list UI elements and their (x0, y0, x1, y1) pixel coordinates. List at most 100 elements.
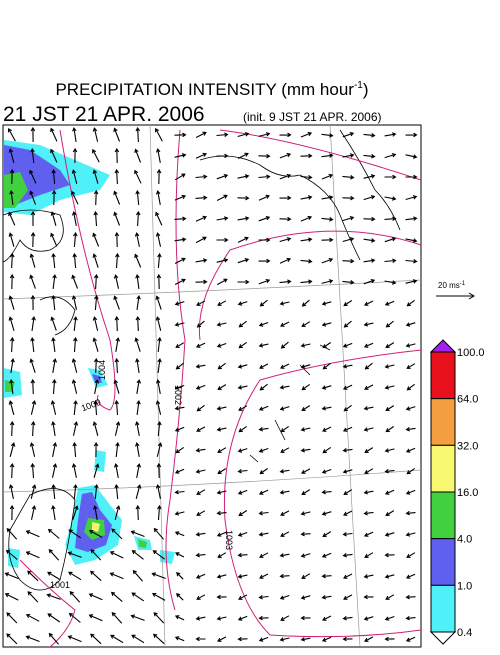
wind-arrow (155, 190, 161, 206)
wind-arrow (237, 615, 248, 621)
wind-arrow (152, 550, 165, 560)
wind-arrow (364, 636, 374, 642)
wind-arrow (157, 336, 162, 353)
wind-arrow (50, 148, 58, 163)
wind-arrow (111, 528, 123, 540)
wind-arrow (238, 320, 247, 328)
wind-arrow (157, 504, 162, 521)
wind-arrow (9, 273, 15, 290)
wind-arrow (384, 448, 395, 453)
wind-arrow (301, 489, 311, 495)
colorbar-label: 1.0 (457, 580, 472, 592)
wind-arrow (342, 280, 355, 285)
wind-arrow (217, 362, 226, 370)
wind-arrow (114, 505, 121, 520)
wind-arrow (196, 300, 206, 306)
wind-arrow (5, 549, 18, 560)
wind-arrow (258, 278, 271, 285)
precip-green (138, 539, 147, 548)
wind-arrow (364, 447, 374, 453)
wind-arrow (300, 427, 311, 432)
wind-arrow (405, 259, 418, 264)
wind-arrow (195, 532, 206, 537)
wind-arrow (157, 358, 162, 373)
wind-arrow (300, 553, 311, 558)
wind-arrow (175, 342, 185, 348)
wind-arrow (405, 238, 418, 243)
wind-arrow (94, 294, 99, 311)
wind-arrow (174, 531, 185, 537)
wind-arrow (134, 169, 142, 184)
wind-arrow (9, 462, 15, 479)
wind-arrow (342, 342, 353, 348)
wind-arrow (216, 594, 227, 600)
wind-arrow (73, 483, 78, 500)
wind-arrow (71, 379, 78, 394)
wind-arrow (30, 378, 36, 395)
wind-arrow (51, 168, 56, 185)
latitude-line (2, 469, 422, 493)
wind-arrow (92, 337, 99, 352)
wind-arrow (9, 252, 15, 269)
wind-arrow (322, 426, 332, 432)
wind-arrow (153, 612, 165, 624)
wind-arrow (174, 301, 185, 306)
wind-arrow (300, 637, 311, 642)
wind-arrow (385, 342, 395, 348)
wind-arrow (216, 616, 227, 621)
wind-arrow (115, 337, 121, 352)
wind-arrow (237, 552, 248, 558)
wind-arrow (258, 489, 269, 495)
wind-arrow (300, 511, 311, 516)
wind-arrow (195, 236, 207, 244)
wind-arrow (259, 299, 268, 307)
wind-arrow (237, 174, 250, 179)
wind-arrow (196, 320, 205, 328)
wind-arrow (50, 232, 58, 247)
wind-arrow (47, 613, 61, 623)
wind-arrow (94, 379, 100, 395)
wind-arrow (8, 400, 15, 415)
wind-arrow (342, 175, 355, 180)
colorbar-segment (430, 491, 456, 540)
reference-vector-text: 20 ms (438, 281, 460, 290)
wind-arrow (135, 358, 140, 373)
wind-arrow (113, 190, 121, 205)
colorbar-label: 64.0 (457, 394, 478, 406)
wind-arrow (384, 300, 395, 306)
wind-arrow (50, 127, 58, 142)
wind-arrow (174, 426, 185, 432)
wind-arrow (174, 615, 185, 621)
wind-arrow (258, 343, 269, 348)
wind-arrow (279, 469, 290, 474)
wind-arrow (216, 510, 227, 516)
wind-arrow (364, 384, 374, 390)
wind-arrow (363, 510, 374, 516)
wind-arrow (195, 573, 206, 579)
wind-arrow (216, 406, 227, 411)
wind-arrow (258, 405, 269, 411)
wind-arrow (130, 530, 145, 538)
wind-arrow (300, 343, 311, 348)
wind-arrow (342, 447, 353, 453)
colorbar-label: 16.0 (457, 487, 478, 499)
wind-arrow (364, 468, 374, 474)
taiwan (8, 488, 76, 591)
wind-arrow (405, 174, 418, 180)
wind-arrow (136, 379, 142, 394)
wind-arrow (342, 364, 353, 369)
wind-arrow (258, 426, 269, 432)
wind-arrow (134, 253, 142, 268)
wind-arrow (280, 510, 290, 516)
wind-arrow (8, 232, 15, 247)
wind-arrow (153, 527, 165, 540)
wind-arrow (216, 322, 227, 327)
wind-arrow (301, 299, 310, 307)
wind-arrow (114, 231, 120, 248)
wind-arrow (90, 570, 102, 582)
wind-arrow (4, 593, 19, 601)
wind-arrow (363, 616, 374, 621)
wind-arrow (405, 489, 416, 495)
wind-arrow (10, 358, 15, 373)
wind-arrow (406, 299, 415, 307)
